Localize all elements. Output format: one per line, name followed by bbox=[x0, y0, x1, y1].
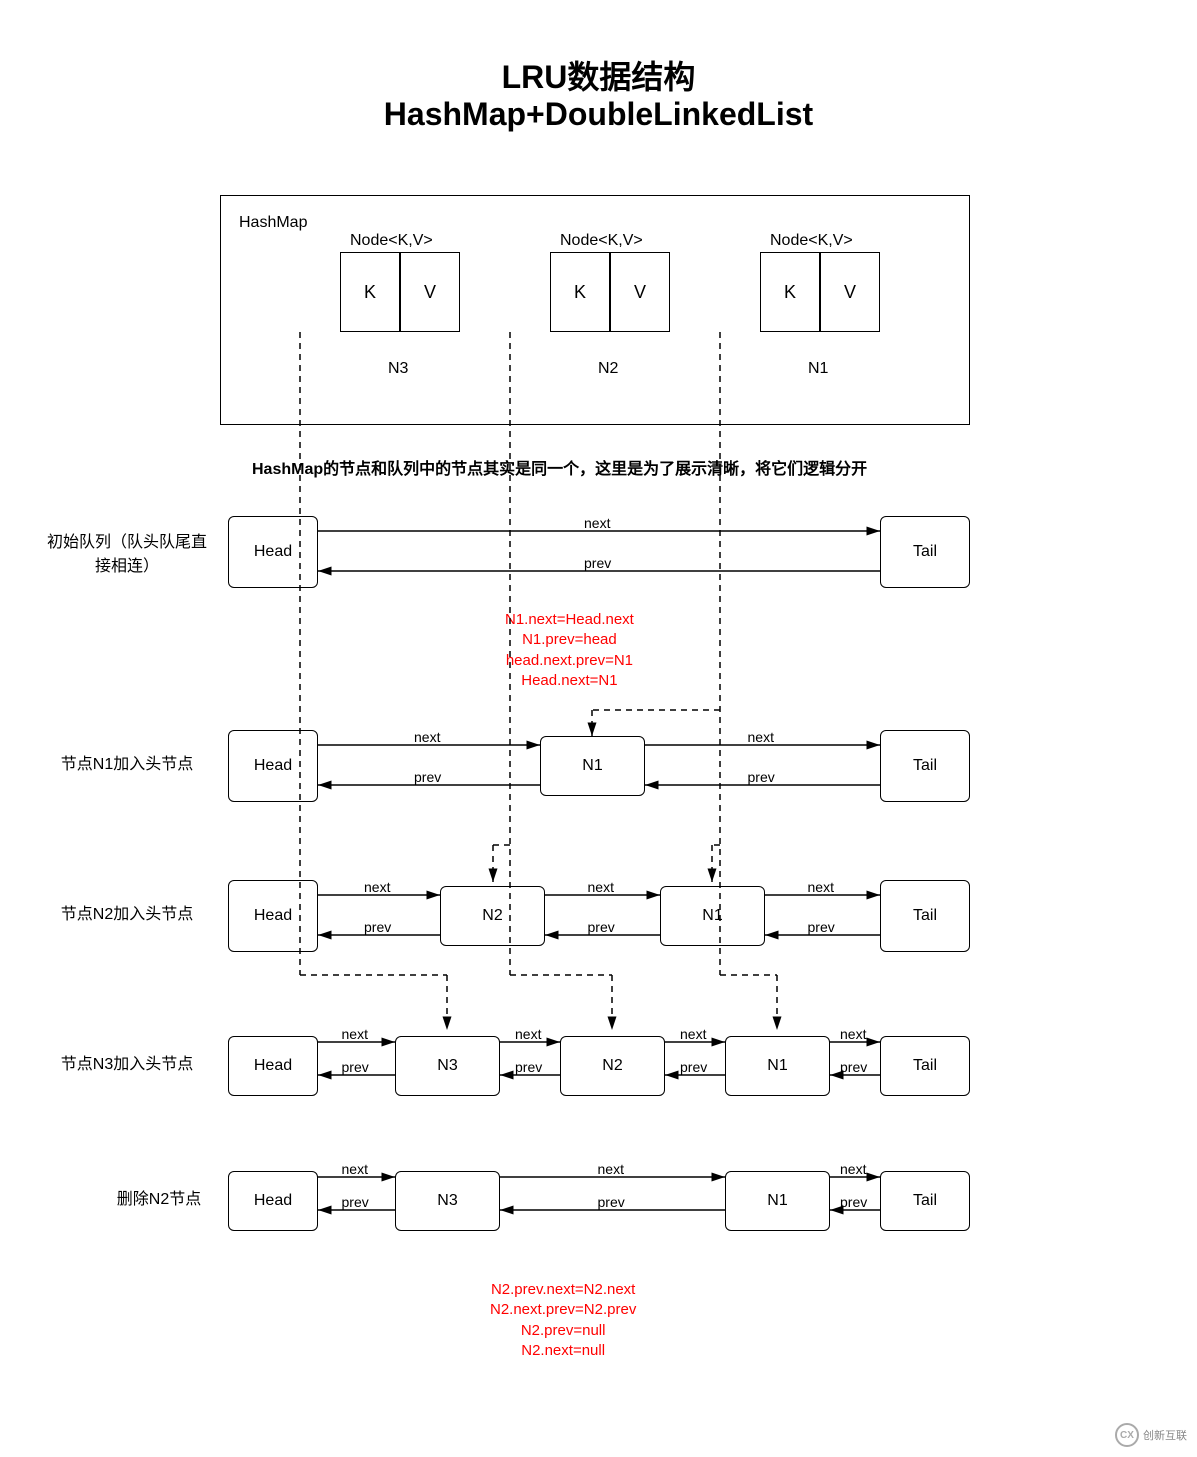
arrow-label-prev: prev bbox=[364, 919, 391, 935]
arrow-label-prev: prev bbox=[588, 919, 615, 935]
arrow-label-prev: prev bbox=[840, 1194, 867, 1210]
red-anno-0-l1: N1.prev=head bbox=[505, 630, 634, 650]
hashmap-label: HashMap bbox=[239, 214, 307, 232]
arrow-label-prev: prev bbox=[414, 769, 441, 785]
arrow-label-prev: prev bbox=[584, 555, 611, 571]
title-line1: LRU数据结构 bbox=[0, 52, 1197, 98]
row-label-4: 删除N2节点 bbox=[74, 1185, 244, 1209]
arrow-label-next: next bbox=[342, 1161, 368, 1177]
node-n3-name: N3 bbox=[388, 360, 408, 378]
node-n1-pair: K V bbox=[760, 252, 880, 332]
red-anno-1-l1: N2.next.prev=N2.prev bbox=[490, 1300, 636, 1320]
node-box-n1-row1: N1 bbox=[540, 736, 645, 796]
row-label-0: 初始队列（队头队尾直接相连） bbox=[42, 528, 212, 576]
arrow-label-prev: prev bbox=[515, 1059, 542, 1075]
arrow-label-next: next bbox=[342, 1026, 368, 1042]
red-anno-1-l2: N2.prev=null bbox=[490, 1321, 636, 1341]
red-anno-0-l0: N1.next=Head.next bbox=[505, 610, 634, 630]
arrow-label-next: next bbox=[515, 1026, 541, 1042]
node-box-tail-row4: Tail bbox=[880, 1171, 970, 1231]
red-anno-1-l0: N2.prev.next=N2.next bbox=[490, 1280, 636, 1300]
arrow-label-next: next bbox=[840, 1161, 866, 1177]
arrow-label-next: next bbox=[588, 879, 614, 895]
node-box-head-row1: Head bbox=[228, 730, 318, 802]
node-n2-name: N2 bbox=[598, 360, 618, 378]
node-box-n1-row4: N1 bbox=[725, 1171, 830, 1231]
node-box-tail-row0: Tail bbox=[880, 516, 970, 588]
node-n2-typelabel: Node<K,V> bbox=[560, 232, 643, 250]
node-box-head-row3: Head bbox=[228, 1036, 318, 1096]
arrow-label-prev: prev bbox=[342, 1194, 369, 1210]
arrow-label-prev: prev bbox=[680, 1059, 707, 1075]
node-n1-v: V bbox=[820, 252, 880, 332]
node-box-n1-row3: N1 bbox=[725, 1036, 830, 1096]
node-box-head-row2: Head bbox=[228, 880, 318, 952]
node-box-n3-row4: N3 bbox=[395, 1171, 500, 1231]
arrow-label-prev: prev bbox=[808, 919, 835, 935]
node-n3-pair: K V bbox=[340, 252, 460, 332]
red-anno-0-l3: Head.next=N1 bbox=[505, 671, 634, 691]
arrow-label-prev: prev bbox=[598, 1194, 625, 1210]
row-label-3: 节点N3加入头节点 bbox=[42, 1050, 212, 1074]
node-n3-v: V bbox=[400, 252, 460, 332]
node-box-n1-row2: N1 bbox=[660, 886, 765, 946]
node-box-tail-row3: Tail bbox=[880, 1036, 970, 1096]
diagram-canvas: LRU数据结构 HashMap+DoubleLinkedList HashMap… bbox=[0, 0, 1197, 1457]
node-box-n2-row2: N2 bbox=[440, 886, 545, 946]
arrow-label-prev: prev bbox=[840, 1059, 867, 1075]
row-label-1: 节点N1加入头节点 bbox=[42, 750, 212, 774]
node-box-head-row4: Head bbox=[228, 1171, 318, 1231]
arrow-label-next: next bbox=[598, 1161, 624, 1177]
node-n2-k: K bbox=[550, 252, 610, 332]
node-n3-k: K bbox=[340, 252, 400, 332]
node-n2-v: V bbox=[610, 252, 670, 332]
arrow-label-prev: prev bbox=[342, 1059, 369, 1075]
arrow-label-next: next bbox=[414, 729, 440, 745]
red-anno-0-l2: head.next.prev=N1 bbox=[505, 651, 634, 671]
watermark-logo-icon: CX bbox=[1115, 1423, 1139, 1447]
arrow-label-next: next bbox=[584, 515, 610, 531]
arrow-label-next: next bbox=[840, 1026, 866, 1042]
watermark-text: 创新互联 bbox=[1143, 1427, 1187, 1443]
arrow-label-next: next bbox=[748, 729, 774, 745]
row-label-2: 节点N2加入头节点 bbox=[42, 900, 212, 924]
arrow-label-next: next bbox=[364, 879, 390, 895]
arrow-label-next: next bbox=[808, 879, 834, 895]
note-text: HashMap的节点和队列中的节点其实是同一个，这里是为了展示清晰，将它们逻辑分… bbox=[252, 455, 867, 479]
node-n1-k: K bbox=[760, 252, 820, 332]
red-annotation-delete: N2.prev.next=N2.next N2.next.prev=N2.pre… bbox=[490, 1280, 636, 1361]
arrow-label-next: next bbox=[680, 1026, 706, 1042]
watermark: CX 创新互联 bbox=[1115, 1423, 1187, 1447]
node-box-head-row0: Head bbox=[228, 516, 318, 588]
node-box-n2-row3: N2 bbox=[560, 1036, 665, 1096]
red-anno-1-l3: N2.next=null bbox=[490, 1341, 636, 1361]
node-box-tail-row2: Tail bbox=[880, 880, 970, 952]
node-n3-typelabel: Node<K,V> bbox=[350, 232, 433, 250]
red-annotation-insert: N1.next=Head.next N1.prev=head head.next… bbox=[505, 610, 634, 691]
node-n2-pair: K V bbox=[550, 252, 670, 332]
node-box-n3-row3: N3 bbox=[395, 1036, 500, 1096]
node-n1-typelabel: Node<K,V> bbox=[770, 232, 853, 250]
node-box-tail-row1: Tail bbox=[880, 730, 970, 802]
title-line2: HashMap+DoubleLinkedList bbox=[0, 96, 1197, 133]
node-n1-name: N1 bbox=[808, 360, 828, 378]
arrow-label-prev: prev bbox=[748, 769, 775, 785]
